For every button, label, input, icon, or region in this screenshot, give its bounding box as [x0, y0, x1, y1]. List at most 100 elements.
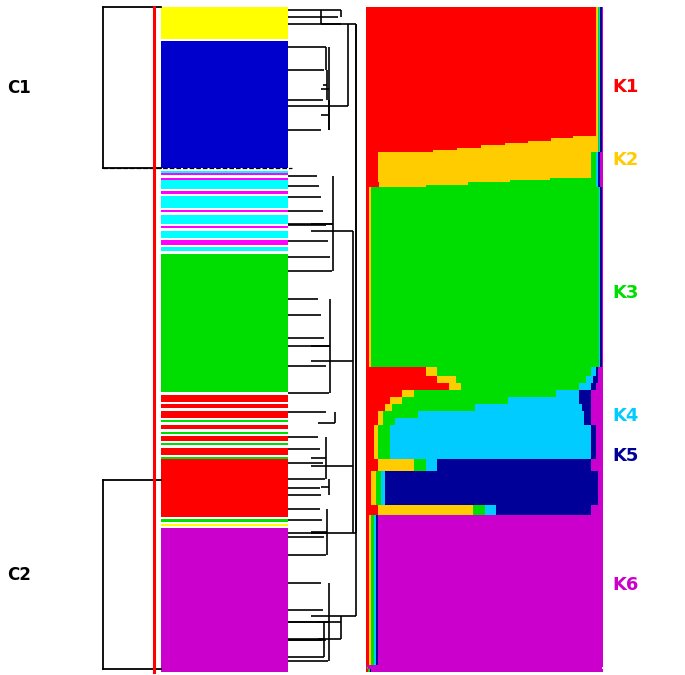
Bar: [161, 62, 288, 65]
Bar: [378, 164, 591, 166]
Bar: [601, 263, 603, 265]
Bar: [161, 164, 288, 166]
Bar: [599, 44, 601, 46]
Bar: [601, 23, 603, 25]
Bar: [599, 39, 601, 41]
Bar: [161, 168, 288, 171]
Bar: [161, 337, 288, 339]
Bar: [366, 642, 369, 644]
Bar: [437, 464, 591, 466]
Bar: [599, 210, 601, 212]
Bar: [369, 614, 371, 616]
Bar: [414, 464, 425, 466]
Bar: [596, 127, 598, 129]
Bar: [371, 496, 376, 498]
Bar: [596, 439, 603, 441]
Bar: [161, 21, 288, 23]
Bar: [369, 630, 371, 632]
Bar: [369, 196, 371, 198]
Bar: [599, 247, 601, 249]
Bar: [596, 65, 598, 67]
Bar: [601, 28, 603, 30]
Bar: [599, 208, 601, 210]
Bar: [161, 431, 288, 434]
Bar: [161, 281, 288, 283]
Bar: [369, 651, 371, 653]
Bar: [371, 198, 599, 200]
Bar: [366, 637, 369, 639]
Bar: [601, 200, 603, 203]
Bar: [369, 254, 371, 256]
Bar: [161, 634, 288, 637]
Bar: [378, 612, 603, 614]
Bar: [378, 607, 603, 610]
Bar: [161, 319, 288, 321]
Bar: [366, 524, 369, 527]
Bar: [591, 506, 603, 508]
Bar: [366, 395, 402, 397]
Bar: [376, 489, 381, 491]
Bar: [591, 457, 596, 459]
Bar: [601, 194, 603, 196]
Bar: [378, 411, 383, 413]
Bar: [497, 512, 591, 514]
Bar: [601, 49, 603, 51]
Bar: [161, 667, 288, 670]
Bar: [371, 362, 599, 364]
Bar: [596, 371, 598, 374]
Bar: [378, 566, 603, 568]
Bar: [376, 614, 378, 616]
Bar: [378, 450, 390, 452]
Text: K4: K4: [612, 406, 638, 425]
Bar: [599, 62, 601, 65]
Bar: [378, 556, 603, 558]
Bar: [599, 284, 601, 286]
Bar: [601, 99, 603, 101]
Bar: [378, 420, 383, 423]
Bar: [366, 293, 369, 296]
Bar: [161, 415, 288, 418]
Bar: [551, 178, 596, 180]
Bar: [599, 265, 601, 267]
Bar: [369, 563, 371, 566]
Bar: [161, 556, 288, 558]
Bar: [366, 233, 369, 236]
Bar: [591, 436, 596, 439]
Bar: [378, 595, 603, 598]
Bar: [475, 406, 582, 408]
Bar: [371, 208, 599, 210]
Bar: [378, 533, 603, 535]
Bar: [378, 586, 603, 589]
Bar: [390, 434, 591, 436]
Bar: [371, 254, 599, 256]
Bar: [601, 346, 603, 348]
Bar: [366, 602, 369, 605]
Bar: [161, 355, 288, 358]
Bar: [378, 535, 603, 538]
Bar: [373, 577, 376, 579]
Bar: [366, 494, 371, 496]
Bar: [376, 491, 381, 494]
Bar: [161, 519, 288, 522]
Bar: [366, 143, 505, 145]
Bar: [161, 475, 288, 478]
Bar: [456, 381, 586, 383]
Bar: [366, 533, 369, 535]
Bar: [373, 457, 378, 459]
Bar: [161, 51, 288, 53]
Bar: [601, 36, 603, 39]
Bar: [573, 136, 598, 138]
Bar: [366, 240, 369, 242]
Bar: [598, 134, 599, 136]
Bar: [551, 138, 598, 140]
Bar: [366, 298, 369, 300]
Bar: [598, 367, 603, 369]
Bar: [586, 376, 593, 379]
Bar: [369, 307, 371, 309]
Bar: [598, 53, 599, 55]
Bar: [381, 487, 386, 489]
Bar: [161, 621, 288, 623]
Bar: [601, 120, 603, 122]
Bar: [599, 288, 601, 291]
Bar: [369, 219, 371, 221]
